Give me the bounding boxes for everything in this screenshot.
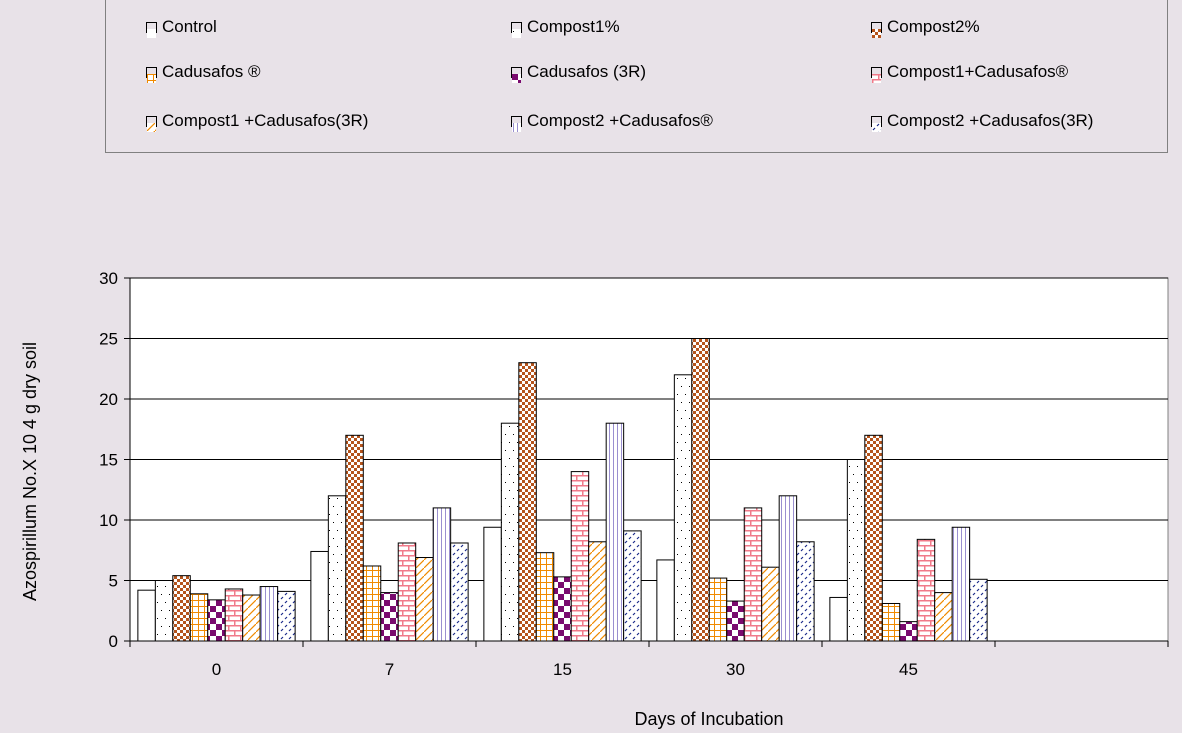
legend-item: Compost2 +Cadusafos(3R): [871, 111, 1094, 132]
x-tick-label: 30: [726, 660, 745, 679]
bar: [726, 600, 745, 642]
bar: [518, 362, 537, 642]
bar: [242, 594, 261, 642]
bar: [691, 338, 710, 642]
bar: [277, 590, 296, 642]
bar: [362, 565, 382, 642]
legend-item: Cadusafos ®: [146, 62, 261, 83]
bar: [588, 541, 607, 642]
bar: [796, 541, 815, 642]
bar: [829, 596, 848, 642]
legend-swatch: [146, 66, 157, 83]
bar: [778, 495, 798, 642]
bar: [916, 538, 936, 642]
legend-item: Control: [146, 17, 217, 38]
x-tick-label: 15: [553, 660, 572, 679]
legend-swatch: [871, 21, 882, 38]
legend-item: Compost2%: [871, 17, 980, 38]
bar: [570, 471, 590, 642]
bar: [656, 559, 675, 642]
bar: [397, 542, 417, 642]
legend-swatch: [511, 21, 522, 38]
x-tick-label: 0: [212, 660, 221, 679]
y-tick-label: 10: [99, 511, 118, 530]
legend-label: Cadusafos ®: [162, 62, 261, 81]
legend-label: Compost1 +Cadusafos(3R): [162, 111, 369, 130]
bar: [535, 552, 555, 642]
legend-label: Control: [162, 17, 217, 36]
y-tick-label: 20: [99, 390, 118, 409]
x-axis-title: Days of Incubation: [634, 709, 783, 729]
legend-item: Compost1+Cadusafos®: [871, 62, 1069, 83]
bar: [708, 577, 728, 642]
legend-item: Compost2 +Cadusafos®: [511, 111, 713, 132]
y-tick-label: 5: [109, 572, 118, 591]
bar: [500, 422, 520, 642]
bar: [623, 530, 642, 642]
bar: [154, 580, 174, 642]
x-tick-label: 7: [385, 660, 394, 679]
legend-swatch: [511, 66, 522, 83]
legend-swatch: [871, 66, 882, 83]
legend-item: Compost1 +Cadusafos(3R): [146, 111, 369, 132]
bar: [899, 621, 918, 642]
legend-label: Cadusafos (3R): [527, 62, 647, 81]
bar: [605, 422, 625, 642]
bar: [483, 526, 502, 642]
bar: [259, 586, 279, 642]
legend-label: Compost2%: [887, 17, 980, 36]
bar: [345, 434, 364, 642]
bar: [846, 459, 866, 642]
bar: [743, 507, 763, 642]
legend-label: Compost2 +Cadusafos®: [527, 111, 713, 130]
bar: [172, 575, 191, 642]
legend-label: Compost1+Cadusafos®: [887, 62, 1069, 81]
bar: [951, 526, 971, 642]
y-tick-label: 15: [99, 451, 118, 470]
y-tick-label: 0: [109, 632, 118, 651]
bar: [969, 578, 988, 642]
bar: [310, 550, 329, 642]
bar: [207, 599, 226, 642]
y-tick-label: 30: [99, 269, 118, 288]
bar: [380, 592, 399, 642]
bar: [432, 507, 452, 642]
legend-label: Compost2 +Cadusafos(3R): [887, 111, 1094, 130]
legend-label: Compost1%: [527, 17, 620, 36]
bar: [934, 592, 953, 642]
bar: [553, 576, 572, 642]
bar: [189, 593, 209, 642]
legend-item: Compost1%: [511, 17, 620, 38]
legend-swatch: [511, 115, 522, 132]
bar: [864, 434, 883, 642]
legend: Control Compost1% Compost2% Cadusafos ® Cadu…: [105, 0, 1168, 153]
y-tick-label: 25: [99, 330, 118, 349]
x-tick-label: 45: [899, 660, 918, 679]
bar: [761, 566, 780, 642]
legend-swatch: [146, 115, 157, 132]
bar: [224, 588, 244, 642]
legend-swatch: [871, 115, 882, 132]
bar: [415, 557, 434, 642]
bar: [327, 495, 347, 642]
legend-item: Cadusafos (3R): [511, 62, 647, 83]
bar: [137, 589, 156, 642]
legend-swatch: [146, 21, 157, 38]
bar: [450, 542, 469, 642]
y-axis-title: Azospirillum No.X 10 4 g dry soil: [20, 342, 40, 601]
bar: [881, 602, 901, 642]
bar: [673, 374, 693, 642]
